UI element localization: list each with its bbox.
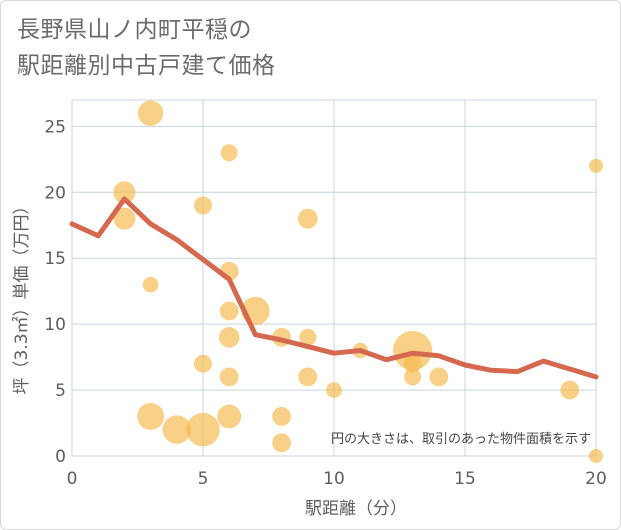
average-price-line [69, 196, 599, 380]
scatter-bubble [299, 328, 317, 346]
scatter-bubble [194, 196, 212, 215]
scatter-bubble [186, 412, 220, 447]
x-tick-label: 20 [585, 469, 607, 489]
x-tick-label: 15 [454, 469, 476, 489]
scatter-bubble [429, 367, 449, 387]
scatter-bubble [298, 367, 318, 387]
scatter-bubble [589, 158, 603, 173]
chart-title-line-1: 長野県山ノ内町平穏の [17, 17, 252, 43]
chart-title-line-2: 駅距離別中古戸建て価格 [17, 53, 276, 79]
x-tick-label: 10 [323, 469, 345, 489]
y-tick-label: 15 [44, 249, 66, 269]
tick-layer: 0 5 10 15 20 0 5 10 15 20 25 [44, 117, 606, 489]
y-tick-label: 10 [44, 315, 66, 335]
scatter-bubble [217, 404, 242, 429]
x-axis-label: 駅距離（分） [305, 499, 407, 519]
scatter-bubble [404, 368, 422, 386]
y-axis-label: 坪（3.3㎡）単価（万円） [12, 197, 32, 394]
scatter-bubble [218, 327, 240, 348]
scatter-bubble [220, 144, 238, 162]
plot-border [71, 99, 597, 457]
scatter-bubble [219, 367, 239, 387]
grid-layer [71, 99, 597, 457]
bubble-layer [113, 100, 603, 463]
scatter-bubble [194, 354, 212, 373]
x-tick-label: 0 [67, 469, 78, 489]
y-tick-label: 25 [44, 117, 66, 137]
line-layer [69, 196, 599, 380]
scatter-bubble [113, 181, 136, 204]
scatter-bubble [560, 380, 580, 400]
scatter-bubble [272, 407, 291, 426]
x-tick-label: 5 [198, 469, 209, 489]
scatter-bubble [326, 382, 342, 398]
scatter-bubble [137, 402, 165, 430]
y-tick-label: 20 [44, 183, 66, 203]
size-note: 円の大きさは、取引のあった物件面積を示す [331, 432, 591, 447]
scatter-bubble [403, 354, 422, 373]
chart-title: 長野県山ノ内町平穏の 駅距離別中古戸建て価格 [17, 12, 276, 84]
scatter-bubble [162, 415, 191, 444]
scatter-bubble [113, 207, 136, 230]
y-tick-label: 5 [55, 381, 66, 401]
scatter-bubble [137, 100, 164, 126]
y-tick-label: 0 [55, 447, 66, 467]
scatter-bubble [393, 330, 433, 371]
scatter-bubble [297, 208, 318, 229]
scatter-bubble [219, 301, 239, 321]
scatter-bubble [272, 433, 291, 453]
scatter-bubble [589, 449, 603, 463]
scatter-bubble [142, 276, 159, 293]
